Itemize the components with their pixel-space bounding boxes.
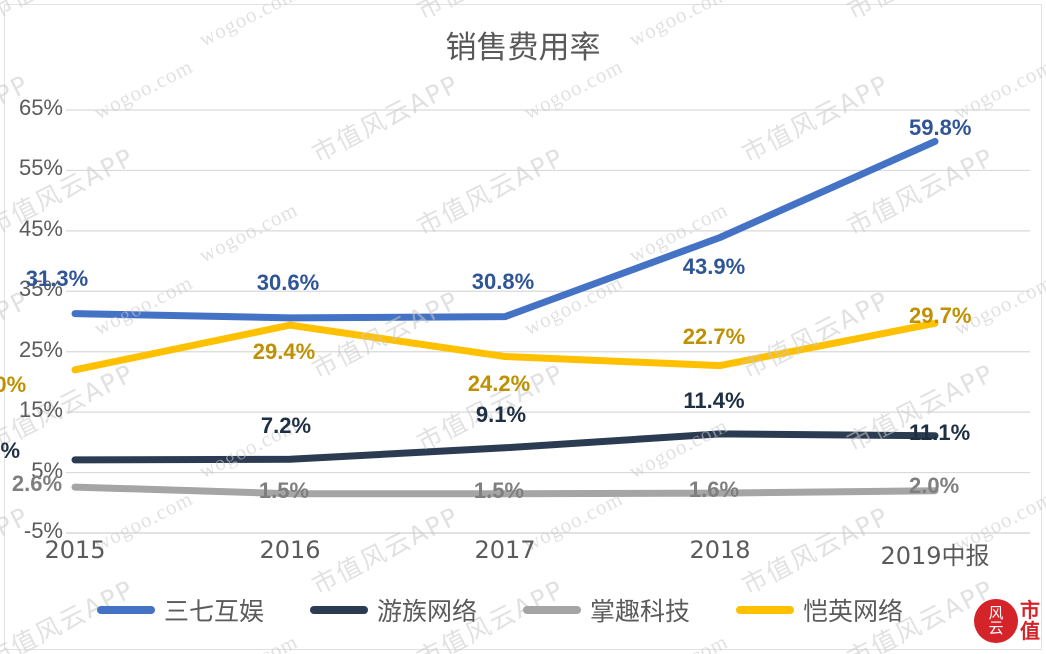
brand-logo: 风 云 市 值 (954, 592, 1040, 650)
chart-legend: 三七互娱 游族网络 掌趣科技 恺英网络 (0, 592, 1000, 628)
y-axis-tick-label: 55% (18, 155, 63, 181)
x-axis-tick-label: 2017 (474, 536, 536, 564)
logo-circle-line2: 云 (988, 619, 1004, 637)
x-axis-tick-label: 2016 (259, 536, 321, 564)
data-point-label: 1.5% (258, 477, 310, 503)
series-line (71, 319, 939, 374)
legend-item[interactable]: 三七互娱 (96, 592, 264, 628)
legend-label: 三七互娱 (163, 597, 264, 626)
legend-label: 掌趣科技 (590, 597, 691, 626)
data-point-label: 7.2% (260, 413, 312, 439)
data-point-label: 7.1% (0, 437, 21, 463)
series-line (71, 137, 939, 322)
y-axis-tick-label: 5% (31, 457, 63, 483)
logo-circle-icon: 风 云 (974, 599, 1018, 643)
legend-item[interactable]: 游族网络 (309, 592, 477, 628)
data-point-label: 9.1% (475, 401, 527, 427)
legend-color-swatch (523, 606, 581, 614)
x-axis-tick-label: 2015 (44, 536, 106, 564)
data-point-label: 1.5% (473, 477, 525, 503)
data-point-label: 2.0% (909, 472, 960, 498)
chart-frame (4, 4, 1042, 650)
legend-color-swatch (309, 606, 368, 614)
data-point-label: 11.1% (909, 419, 971, 445)
data-point-label: 30.6% (256, 269, 320, 295)
y-axis-tick-label: 25% (18, 336, 63, 362)
data-point-label: 29.7% (909, 303, 972, 329)
legend-color-swatch (736, 606, 795, 614)
data-point-label: 30.8% (471, 268, 535, 294)
logo-wordmark: 市 值 (1020, 600, 1040, 642)
legend-label: 游族网络 (376, 597, 477, 626)
y-axis-tick-label: 15% (18, 397, 63, 423)
x-axis-tick-label: 2019中报 (880, 542, 990, 570)
data-point-label: 43.9% (682, 253, 746, 279)
legend-item[interactable]: 恺英网络 (736, 592, 903, 628)
series-line (71, 483, 939, 498)
data-point-label: 29.4% (252, 339, 316, 365)
x-axis-tick-label: 2018 (689, 536, 751, 564)
y-axis-tick-label: 45% (18, 215, 63, 241)
data-point-label: 31.3% (25, 265, 89, 291)
legend-color-swatch (96, 606, 155, 614)
y-axis-tick-label: -5% (23, 518, 63, 543)
y-axis-tick-label: 65% (18, 95, 63, 120)
logo-text-line2: 值 (1020, 619, 1040, 643)
data-point-label: 22.7% (682, 323, 746, 349)
data-point-label: 24.2% (467, 370, 531, 396)
chart-title: 销售费用率 (445, 30, 601, 66)
data-point-label: 2.6% (11, 471, 63, 497)
y-axis-tick-label: 35% (18, 276, 63, 302)
data-point-label: 59.8% (909, 115, 972, 141)
logo-text-line1: 市 (1020, 598, 1040, 622)
data-point-label: 11.4% (683, 387, 745, 413)
data-point-label: 1.6% (688, 477, 740, 503)
data-point-label: 22.0% (0, 371, 27, 397)
series-line (71, 430, 939, 464)
legend-item[interactable]: 掌趣科技 (523, 592, 690, 628)
legend-label: 恺英网络 (803, 597, 904, 626)
logo-circle-line1: 风 (988, 604, 1004, 622)
